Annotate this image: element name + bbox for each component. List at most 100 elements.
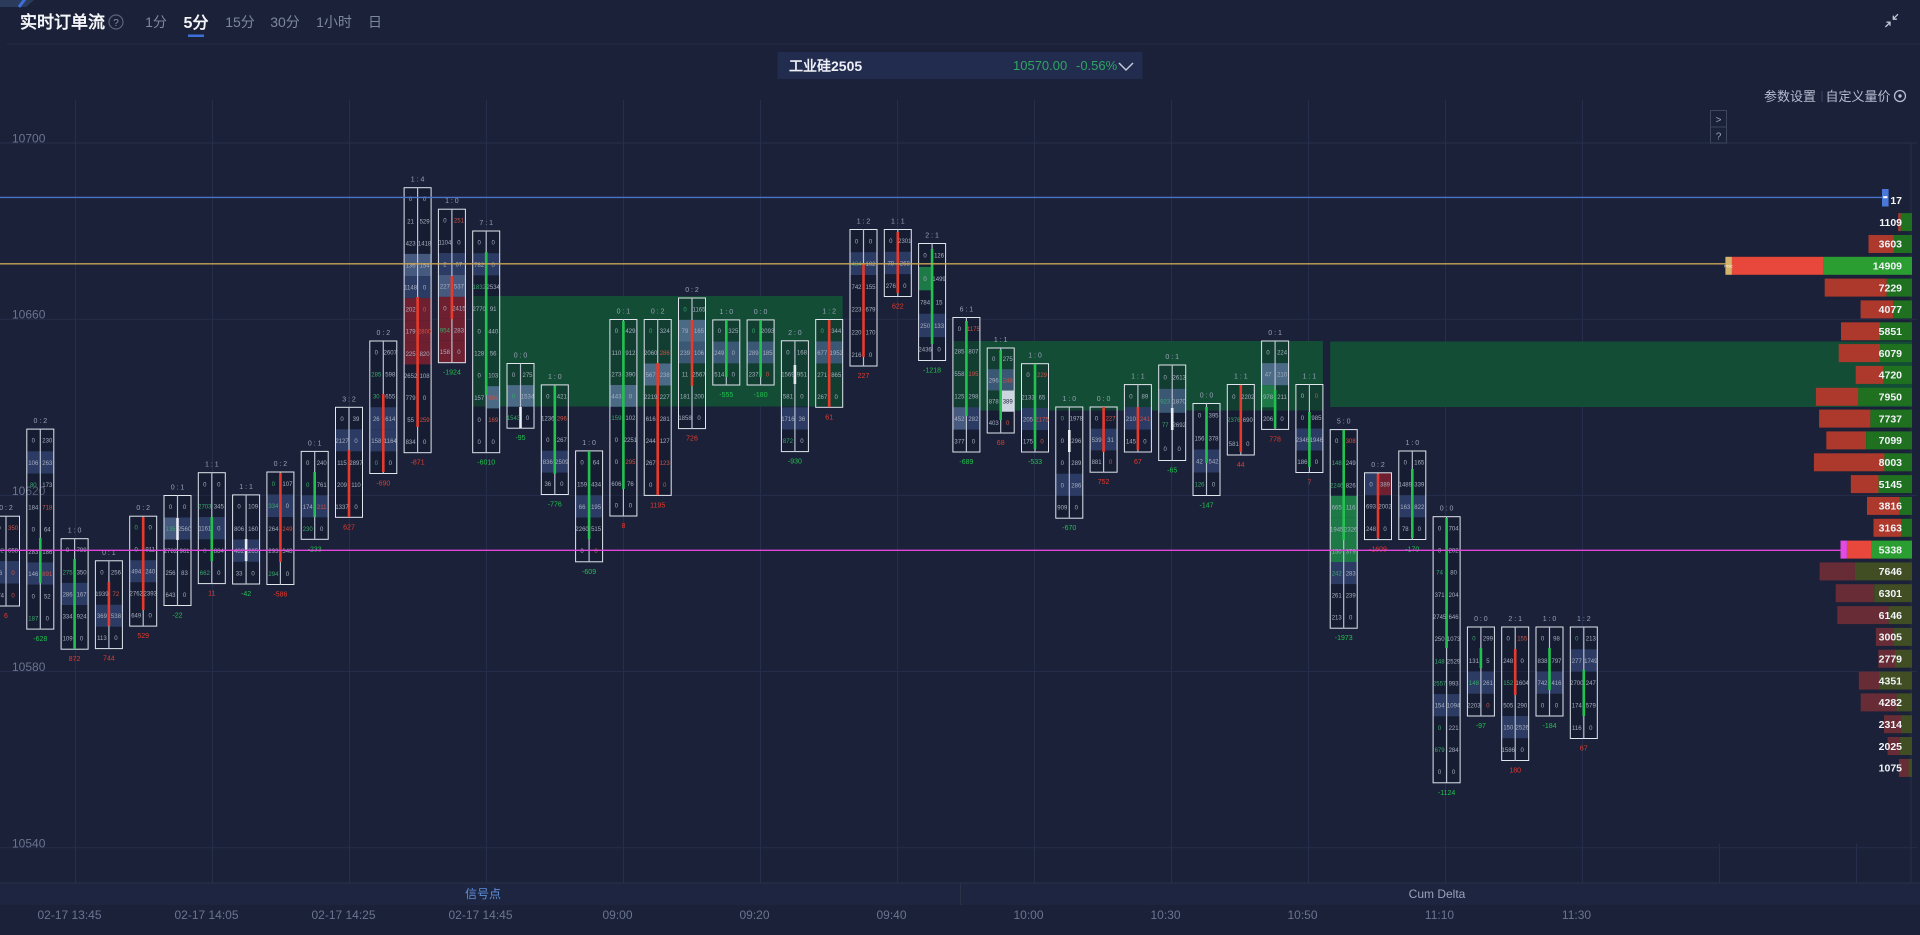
- svg-text:0: 0: [800, 395, 804, 401]
- svg-text:241: 241: [1140, 417, 1151, 423]
- svg-text:0: 0: [663, 483, 667, 489]
- svg-text:256: 256: [111, 570, 122, 576]
- svg-text:30分: 30分: [270, 14, 300, 30]
- svg-text:2093: 2093: [761, 329, 775, 335]
- svg-text:55: 55: [407, 418, 414, 424]
- svg-text:0 : 0: 0 : 0: [1097, 396, 1111, 403]
- svg-text:1075: 1075: [1879, 763, 1903, 775]
- svg-text:174: 174: [1572, 704, 1583, 710]
- svg-text:09:20: 09:20: [739, 908, 769, 922]
- svg-text:2127: 2127: [335, 439, 349, 445]
- svg-text:-776: -776: [548, 502, 562, 509]
- svg-text:0: 0: [615, 504, 619, 510]
- svg-text:0: 0: [217, 571, 221, 577]
- svg-text:15: 15: [936, 301, 943, 307]
- svg-text:0: 0: [1143, 439, 1147, 445]
- svg-text:884: 884: [214, 549, 225, 555]
- svg-text:0: 0: [389, 461, 393, 467]
- svg-text:0: 0: [478, 329, 482, 335]
- svg-text:0: 0: [972, 439, 976, 445]
- svg-text:240: 240: [145, 570, 156, 576]
- svg-text:838: 838: [1537, 659, 1548, 665]
- svg-text:429: 429: [625, 329, 636, 335]
- svg-text:169: 169: [488, 418, 499, 424]
- svg-text:0: 0: [1109, 460, 1113, 466]
- svg-text:286: 286: [660, 351, 671, 357]
- svg-text:1195: 1195: [650, 502, 665, 509]
- svg-text:168: 168: [797, 350, 808, 356]
- svg-text:79: 79: [887, 262, 894, 268]
- svg-text:0: 0: [1301, 416, 1305, 422]
- svg-text:0: 0: [1438, 726, 1442, 732]
- svg-text:78: 78: [1402, 527, 1409, 533]
- svg-text:334: 334: [268, 504, 279, 510]
- svg-text:742: 742: [851, 285, 862, 291]
- svg-text:0: 0: [1589, 726, 1593, 732]
- svg-text:216: 216: [851, 353, 862, 359]
- svg-text:0: 0: [889, 239, 893, 245]
- svg-text:0: 0: [1521, 659, 1525, 665]
- svg-text:289: 289: [749, 351, 760, 357]
- svg-text:284: 284: [1449, 748, 1460, 754]
- svg-text:0: 0: [958, 327, 962, 333]
- svg-text:213: 213: [1586, 637, 1597, 643]
- svg-text:581: 581: [1229, 442, 1240, 448]
- svg-text:1 : 0: 1 : 0: [1028, 353, 1042, 360]
- svg-text:1165: 1165: [693, 307, 707, 313]
- svg-text:249: 249: [282, 527, 293, 533]
- svg-text:0: 0: [375, 461, 379, 467]
- svg-text:799: 799: [77, 548, 88, 554]
- svg-text:1 : 0: 1 : 0: [719, 309, 733, 316]
- svg-text:2509: 2509: [555, 460, 569, 466]
- svg-text:1489: 1489: [1399, 483, 1413, 489]
- svg-text:872: 872: [783, 439, 794, 445]
- svg-text:-184: -184: [1542, 723, 1556, 730]
- svg-text:1499: 1499: [932, 277, 946, 283]
- svg-text:273: 273: [611, 373, 622, 379]
- svg-text:761: 761: [317, 483, 328, 489]
- svg-text:275: 275: [522, 373, 533, 379]
- svg-text:3816: 3816: [1879, 501, 1903, 513]
- svg-text:0: 0: [492, 263, 496, 269]
- svg-text:-22: -22: [172, 613, 182, 620]
- svg-text:?: ?: [113, 18, 119, 29]
- svg-text:690: 690: [1243, 418, 1254, 424]
- svg-text:646: 646: [1449, 615, 1460, 621]
- svg-text:-97: -97: [1476, 723, 1486, 730]
- svg-text:2526: 2526: [1516, 726, 1530, 732]
- svg-text:992: 992: [488, 396, 499, 402]
- svg-text:0: 0: [1315, 394, 1319, 400]
- svg-text:223: 223: [851, 308, 862, 314]
- svg-text:165: 165: [694, 329, 705, 335]
- svg-text:72: 72: [113, 592, 120, 598]
- svg-text:2326: 2326: [1344, 527, 1358, 533]
- svg-text:0: 0: [855, 239, 859, 245]
- svg-text:2692: 2692: [1173, 423, 1187, 429]
- svg-text:267: 267: [646, 461, 657, 467]
- svg-text:872: 872: [69, 656, 81, 663]
- svg-text:1164: 1164: [384, 439, 398, 445]
- svg-text:0: 0: [1438, 549, 1442, 555]
- svg-text:718: 718: [42, 505, 53, 511]
- svg-text:0: 0: [306, 461, 310, 467]
- svg-text:834: 834: [406, 440, 417, 446]
- svg-text:0: 0: [1280, 417, 1284, 423]
- svg-text:211: 211: [1277, 395, 1287, 401]
- svg-text:1716: 1716: [781, 417, 795, 423]
- svg-text:0: 0: [66, 548, 70, 554]
- svg-text:2560: 2560: [178, 527, 192, 533]
- svg-text:0: 0: [1006, 421, 1010, 427]
- svg-text:103: 103: [488, 374, 499, 380]
- svg-text:267: 267: [817, 395, 828, 401]
- svg-text:0: 0: [629, 504, 633, 510]
- svg-text:658: 658: [8, 548, 19, 554]
- svg-text:0: 0: [478, 440, 482, 446]
- svg-text:5: 5: [1486, 659, 1490, 665]
- svg-text:自定义量价: 自定义量价: [1825, 89, 1890, 104]
- svg-text:909: 909: [1057, 506, 1068, 512]
- svg-text:10700: 10700: [12, 132, 46, 146]
- svg-text:0: 0: [1061, 439, 1065, 445]
- svg-text:6079: 6079: [1879, 348, 1903, 360]
- svg-text:5分: 5分: [184, 14, 209, 32]
- svg-text:1858: 1858: [678, 416, 692, 422]
